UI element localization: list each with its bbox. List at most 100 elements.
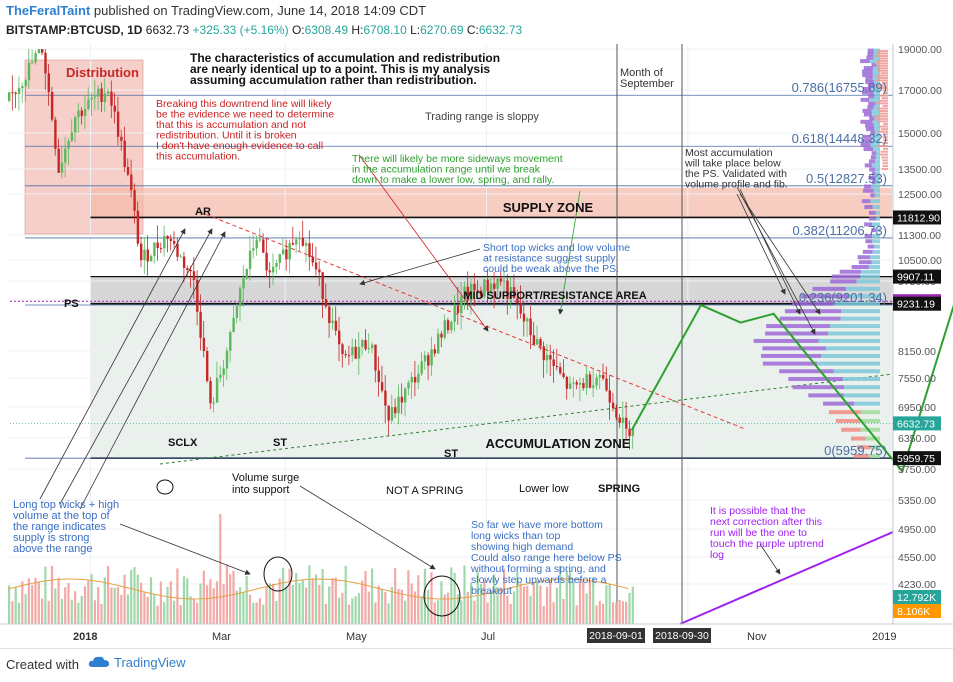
profile-sell-6510: [860, 427, 880, 432]
candle-body-166: [555, 365, 559, 368]
tradingview-link[interactable]: TradingView: [88, 655, 186, 670]
profile-buy-13310: [871, 171, 876, 176]
profile-sell-9570: [845, 286, 880, 291]
profile-sell-15860: [872, 112, 880, 117]
volume-bar-145: [486, 602, 489, 624]
volume-bar-170: [569, 570, 572, 624]
profile-top-16260: [882, 104, 888, 107]
profile-top-16740: [879, 94, 888, 97]
profile-buy-9910: [831, 274, 861, 279]
volume-bar-57: [196, 602, 199, 624]
profile-sell-13990: [875, 155, 880, 160]
profile-sell-7020: [854, 401, 880, 406]
volume-bar-142: [476, 571, 479, 624]
not-spring-label: NOT A SPRING: [386, 485, 463, 497]
volume-circle-1: [156, 479, 174, 495]
time-tick-3: Jul: [481, 631, 495, 643]
profile-sell-11780: [875, 216, 880, 221]
candle-body-8: [34, 53, 37, 63]
candle-body-114: [384, 390, 387, 406]
price-change: +325.33 (+5.16%): [192, 23, 289, 37]
profile-sell-16880: [873, 90, 880, 95]
volume-bar-85: [288, 568, 291, 624]
volume-bar-60: [206, 585, 209, 624]
profile-top-18780: [876, 52, 888, 55]
purple-uptrend-line: [679, 531, 894, 625]
profile-sell-13140: [875, 176, 880, 180]
candle-body-83: [281, 249, 285, 255]
volume-bar-47: [163, 602, 166, 624]
volume-bar-9: [37, 582, 40, 624]
volume-bar-189: [631, 586, 634, 624]
profile-buy-18410: [860, 59, 870, 64]
profile-buy-11780: [868, 216, 876, 221]
volume-bar-104: [351, 598, 354, 624]
profile-buy-6340: [850, 436, 866, 441]
profile-buy-6170: [856, 445, 871, 450]
bottom-wicks-annotation-line-3: Could also range here below PS: [471, 552, 622, 564]
profile-buy-18920: [867, 48, 874, 53]
candle-body-107: [361, 340, 364, 347]
candle-body-39: [136, 210, 140, 244]
volume-bar-146: [489, 590, 492, 624]
author-name[interactable]: TheFeralTaint: [6, 3, 91, 18]
price-chart[interactable]: 0.786(16755.89) 0.618(14448.32) 0.5(12827.…: [0, 44, 953, 648]
price-tick-9: 7550.00: [898, 373, 936, 385]
profile-buy-13140: [868, 176, 876, 180]
volume-bar-69: [235, 590, 238, 624]
volume-circle-3: [423, 575, 461, 617]
profile-sell-11610: [872, 222, 880, 227]
candle-body-63: [215, 378, 219, 403]
candle-body-109: [367, 348, 371, 350]
profile-top-18900: [876, 50, 888, 53]
candle-body-72: [245, 269, 248, 279]
profile-sell-10930: [874, 244, 880, 249]
date-marker-bg-0: [587, 628, 645, 643]
candle-body-118: [397, 396, 400, 414]
candle-body-164: [549, 355, 552, 360]
profile-buy-7700: [779, 369, 834, 374]
profile-buy-10590: [857, 255, 871, 260]
profile-buy-17730: [862, 73, 873, 78]
symbol-name[interactable]: BITSTAMP:BTCUSD, 1D: [6, 23, 143, 37]
profile-top-13980: [881, 156, 888, 159]
volume-bar-11: [44, 566, 47, 624]
price-tag-4: 6632.73: [897, 418, 935, 430]
volume-bar-38: [133, 567, 136, 624]
volume-tag-bg-1: [893, 604, 941, 618]
candle-body-67: [229, 331, 232, 351]
volume-bar-36: [126, 594, 129, 624]
candle-body-51: [176, 243, 179, 257]
candle-body-57: [196, 279, 199, 312]
candle-body-159: [532, 335, 536, 345]
volume-bar-2: [14, 587, 17, 624]
candle-body-49: [169, 238, 173, 241]
candle-body-60: [206, 351, 209, 381]
candle-body-125: [420, 361, 423, 374]
candle-body-45: [156, 242, 159, 248]
time-tick-1: Mar: [212, 631, 231, 643]
candle-body-73: [248, 250, 252, 270]
candle-body-17: [64, 148, 67, 163]
profile-sell-18240: [876, 62, 880, 67]
profile-top-17220: [877, 84, 888, 87]
volume-bar-4: [21, 581, 24, 624]
bottom-wicks-annotation-line-6: breakout: [471, 585, 512, 597]
profile-buy-12800: [864, 184, 872, 189]
profile-buy-15010: [870, 130, 876, 135]
annotation-arrow-1: [59, 228, 213, 505]
volume-bar-6: [27, 578, 30, 624]
most-accum-annotation-line-2: the PS. Validated with: [685, 168, 787, 180]
volume-bar-161: [539, 585, 542, 624]
candle-body-122: [410, 376, 413, 383]
profile-sell-9740: [856, 279, 880, 284]
candle-body-81: [275, 263, 278, 267]
volume-bar-27: [97, 587, 100, 624]
candle-body-136: [456, 305, 460, 314]
supply-zone-label: SUPPLY ZONE: [503, 200, 594, 215]
red-annotation-line-1: be the evidence we need to determine: [156, 109, 334, 121]
volume-bar-110: [371, 568, 374, 624]
candle-body-64: [219, 374, 222, 379]
candle-body-145: [486, 279, 489, 292]
annotation-arrow-12: [759, 543, 781, 575]
